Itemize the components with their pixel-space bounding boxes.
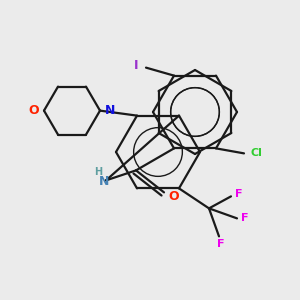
Text: N: N: [105, 104, 115, 117]
Text: I: I: [134, 59, 138, 72]
Text: H: H: [94, 167, 102, 177]
Text: N: N: [99, 175, 109, 188]
Text: O: O: [29, 104, 39, 117]
Text: F: F: [241, 213, 249, 224]
Text: F: F: [235, 189, 243, 200]
Text: F: F: [217, 239, 225, 249]
Text: O: O: [169, 190, 179, 203]
Text: Cl: Cl: [250, 148, 262, 158]
